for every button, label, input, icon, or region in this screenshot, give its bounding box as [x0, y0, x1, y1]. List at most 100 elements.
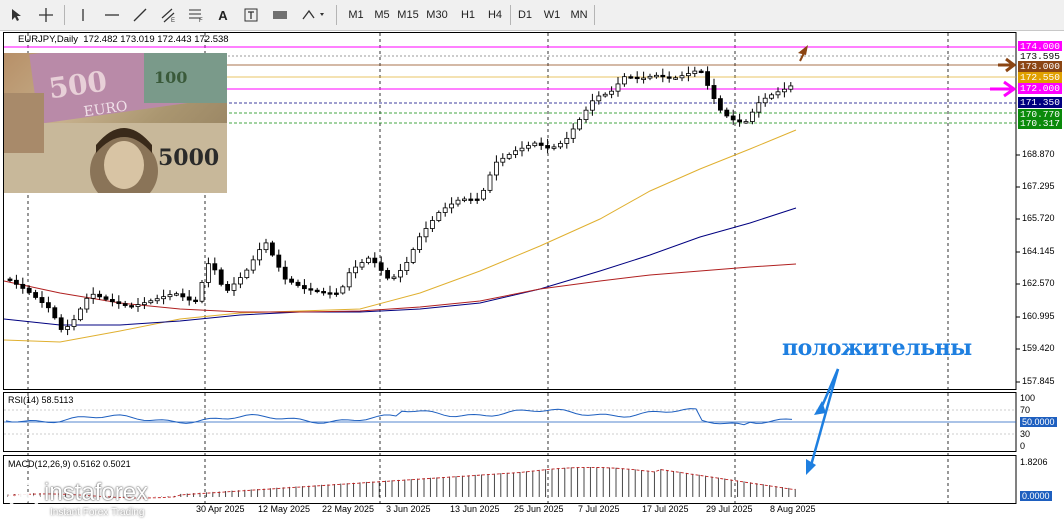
candle-body-bull	[442, 207, 448, 213]
candle	[385, 267, 391, 281]
candle	[564, 131, 570, 149]
candle	[429, 216, 435, 232]
candle-body-bear	[13, 279, 19, 285]
candle-body-bull	[167, 294, 173, 298]
candle-body-bull	[564, 137, 570, 144]
candle-body-bear	[103, 296, 109, 300]
timeframe-d1[interactable]: D1	[517, 9, 533, 21]
price-scale-label: 157.845	[1022, 376, 1055, 386]
candle	[340, 284, 346, 295]
instaforex-logo-icon	[8, 481, 40, 513]
candle-body-bull	[263, 242, 269, 251]
timeframe-h4[interactable]: H4	[487, 9, 503, 21]
date-axis-label: 3 Jun 2025	[386, 504, 431, 514]
svg-text:F: F	[199, 18, 203, 23]
candle	[679, 71, 685, 82]
candle-body-bull	[609, 90, 614, 95]
macd-panel-frame	[3, 455, 1017, 504]
timeframe-w1[interactable]: W1	[543, 9, 561, 21]
cursor-tool[interactable]	[6, 4, 28, 26]
timeframe-mn[interactable]: MN	[570, 9, 588, 21]
date-axis-label: 8 Aug 2025	[770, 504, 816, 514]
candle-body-bull	[481, 189, 487, 200]
candle	[378, 256, 384, 276]
candle	[666, 71, 672, 83]
rsi-scale-30: 30	[1020, 429, 1031, 439]
crosshair-tool[interactable]	[34, 4, 58, 26]
candle	[769, 92, 774, 100]
candle-body-bull	[353, 266, 359, 274]
candle-body-bull	[90, 293, 96, 299]
candle-body-bull	[590, 100, 595, 111]
candle	[154, 294, 160, 304]
candle	[110, 293, 115, 307]
candle	[282, 260, 288, 285]
candle	[532, 140, 538, 148]
timeframe-m30[interactable]: M30	[426, 9, 448, 21]
candle-body-bull	[410, 249, 416, 263]
annotation-text: положительны	[782, 335, 972, 361]
candle-body-bear	[737, 119, 742, 123]
moving-average-fast	[3, 129, 797, 343]
candle	[628, 74, 634, 79]
candle	[122, 300, 128, 308]
candle	[327, 285, 333, 299]
candle	[583, 106, 589, 123]
rectangle-tool[interactable]	[268, 4, 292, 26]
horizontal-line-tool[interactable]	[100, 4, 124, 26]
candle-body-bull	[78, 308, 83, 321]
candle-body-bear	[468, 198, 474, 201]
candle-body-bull	[365, 257, 371, 263]
candle	[244, 268, 250, 280]
text-icon: A	[218, 7, 228, 23]
equidistant-channel-tool[interactable]: E	[156, 4, 180, 26]
candle	[65, 319, 70, 336]
candle-body-bear	[289, 278, 295, 283]
candle	[455, 196, 461, 207]
candle	[180, 288, 186, 302]
candle-body-bear	[538, 142, 544, 146]
candle	[103, 294, 109, 302]
candle	[71, 314, 77, 331]
fibonacci-tool[interactable]: F	[184, 4, 208, 26]
rsi-current-value: 50.0000	[1020, 417, 1057, 427]
chart-area[interactable]: 500 EURO 100 5000 174.000 173.595 173.000 1…	[0, 31, 1064, 521]
text-tool[interactable]: A	[212, 4, 234, 26]
svg-text:500: 500	[47, 65, 109, 106]
timeframe-m15[interactable]: M15	[397, 9, 419, 21]
candle-body-bull	[449, 203, 455, 209]
candle-body-bull	[71, 319, 77, 327]
timeframe-m1[interactable]: M1	[348, 9, 364, 21]
candle	[218, 267, 224, 287]
candle-body-bull	[250, 259, 256, 271]
vertical-line-icon	[82, 9, 84, 21]
price-level-label: 174.000	[1018, 41, 1062, 52]
timeframe-m5[interactable]: M5	[374, 9, 390, 21]
candle	[493, 155, 499, 181]
timeframe-h1[interactable]: H1	[460, 9, 476, 21]
candle-body-bear	[180, 293, 186, 298]
toolbar: E F A M1 M5 M15 M30 H1 H4 D1 W1 MN	[0, 0, 1064, 31]
trendline-tool[interactable]	[128, 4, 152, 26]
candle-body-bull	[673, 77, 678, 80]
shapes-menu-tool[interactable]	[298, 4, 330, 26]
candle	[135, 297, 141, 312]
candle-body-bear	[218, 269, 224, 285]
svg-text:5000: 5000	[158, 145, 219, 171]
rsi-label: RSI(14) 58.5113	[8, 395, 74, 405]
toolbar-separator	[64, 5, 65, 25]
candle	[558, 140, 563, 150]
candle-body-bull	[762, 97, 768, 104]
rsi-line	[5, 408, 793, 426]
trendline-icon	[133, 8, 147, 22]
text-label-tool[interactable]	[240, 4, 262, 26]
candle-body-bear	[314, 289, 320, 293]
price-scale-label: 159.420	[1022, 343, 1055, 353]
vertical-line-tool[interactable]	[72, 4, 94, 26]
candle-body-bear	[308, 288, 314, 291]
candle-body-bear	[58, 317, 64, 330]
candle	[596, 91, 602, 105]
candle	[237, 272, 243, 289]
candle-body-bull	[154, 298, 160, 302]
candle	[775, 87, 781, 99]
